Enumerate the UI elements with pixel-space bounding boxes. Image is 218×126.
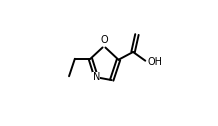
Text: O: O <box>100 35 108 45</box>
Text: N: N <box>92 72 100 82</box>
Text: OH: OH <box>148 57 163 67</box>
